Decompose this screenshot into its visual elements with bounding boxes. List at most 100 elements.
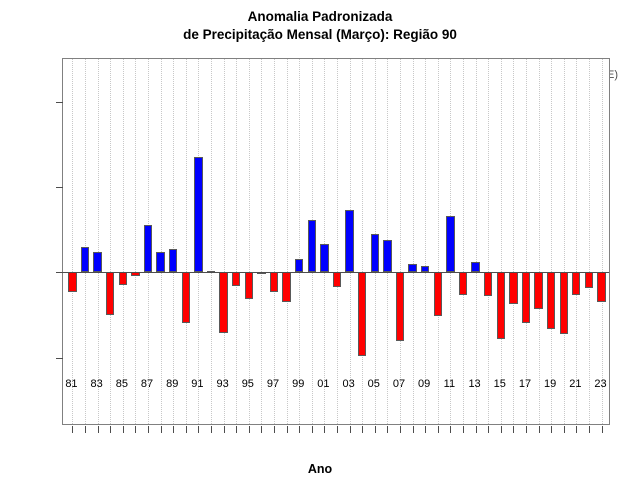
bar-10 — [433, 272, 442, 316]
bar-14 — [484, 272, 493, 296]
bar-15 — [496, 272, 505, 339]
bar-16 — [509, 272, 518, 305]
gridline-vertical — [475, 59, 477, 424]
x-axis-tick — [563, 426, 565, 433]
gridline-vertical — [425, 59, 427, 424]
chart-title-line2: de Precipitação Mensal (Março): Região 9… — [183, 27, 457, 42]
x-axis-tick — [97, 426, 99, 433]
gridline-vertical — [160, 59, 162, 424]
x-axis-tick — [588, 426, 590, 433]
x-axis-tick-label: 05 — [367, 378, 380, 390]
x-axis-tick — [374, 426, 376, 433]
x-axis-tick-label: 03 — [342, 378, 355, 390]
bar-23 — [597, 272, 606, 303]
x-axis-tick — [450, 426, 452, 433]
x-axis-tick — [475, 426, 477, 433]
x-axis-tick-label: 07 — [392, 378, 406, 390]
x-axis-tick — [538, 426, 540, 433]
gridline-vertical — [538, 59, 540, 424]
x-axis-tick-label: 81 — [65, 378, 78, 390]
bar-87 — [143, 224, 153, 273]
x-axis-tick — [462, 426, 464, 433]
gridline-vertical — [513, 59, 515, 424]
zero-baseline — [63, 272, 609, 274]
x-axis-tick-label: 97 — [266, 378, 280, 390]
x-axis-tick — [261, 426, 263, 433]
x-axis-tick — [72, 426, 74, 433]
x-axis-tick-label: 11 — [443, 378, 456, 390]
x-axis-tick-label: 91 — [191, 378, 204, 390]
bar-08 — [408, 263, 417, 273]
x-axis-tick — [110, 426, 112, 433]
x-axis-tick-label: 99 — [292, 378, 305, 390]
bar-94 — [232, 272, 241, 287]
bar-22 — [584, 272, 594, 288]
bar-00 — [307, 220, 316, 273]
x-axis-tick-label: 19 — [544, 378, 557, 390]
gridline-vertical — [362, 59, 364, 424]
gridline-vertical — [286, 59, 288, 424]
bar-18 — [534, 272, 543, 309]
bar-12 — [458, 272, 468, 295]
y-axis-tick — [56, 357, 63, 359]
bar-97 — [269, 272, 279, 292]
x-axis-tick — [324, 426, 326, 433]
gridline-vertical — [223, 59, 225, 424]
gridline-vertical — [437, 59, 439, 424]
bar-90 — [181, 272, 190, 323]
bar-85 — [118, 272, 127, 286]
gridline-vertical — [576, 59, 578, 424]
gridline-vertical — [274, 59, 275, 424]
x-axis-tick-label: 95 — [241, 378, 254, 390]
bar-81 — [68, 272, 77, 292]
x-axis-tick — [223, 426, 225, 433]
x-axis-tick — [337, 426, 338, 433]
x-axis-tick — [148, 426, 150, 433]
gridline-vertical — [299, 59, 301, 424]
bar-09 — [421, 266, 430, 273]
gridline-vertical — [185, 59, 187, 424]
gridline-vertical — [173, 59, 175, 424]
gridline-vertical — [500, 59, 502, 424]
x-axis-tick-label: 83 — [90, 378, 103, 390]
x-axis-tick — [274, 426, 275, 433]
x-axis-tick — [299, 426, 301, 433]
bar-02 — [332, 272, 342, 287]
bar-98 — [282, 272, 291, 303]
x-axis-tick — [185, 426, 187, 433]
x-axis-tick — [85, 426, 87, 433]
gridline-vertical — [236, 59, 238, 424]
bar-88 — [156, 251, 165, 273]
y-axis-tick — [56, 101, 63, 103]
gridline-vertical — [412, 59, 414, 424]
x-axis-tick — [122, 426, 124, 433]
x-axis-tick-label: 17 — [518, 378, 532, 390]
x-axis-tick — [211, 426, 213, 433]
gridline-vertical — [563, 59, 565, 424]
bar-89 — [169, 249, 178, 273]
x-axis-tick — [387, 426, 389, 433]
bar-11 — [446, 216, 455, 273]
x-axis-tick — [576, 426, 578, 433]
plot-area — [56, 58, 610, 433]
x-axis-tick — [248, 426, 250, 433]
x-axis-tick-label: 23 — [594, 378, 607, 390]
gridline-vertical — [261, 59, 263, 424]
bar-17 — [521, 272, 531, 323]
x-axis-tick — [286, 426, 288, 433]
bar-13 — [471, 261, 480, 273]
gridline-vertical — [488, 59, 490, 424]
x-axis-tick-label: 93 — [216, 378, 229, 390]
x-axis-tick-label: 89 — [166, 378, 179, 390]
gridline-vertical — [462, 59, 464, 424]
x-axis-tick-label: 13 — [468, 378, 481, 390]
bar-83 — [93, 251, 102, 273]
bar-93 — [219, 272, 228, 333]
x-axis-tick — [500, 426, 502, 433]
x-axis-tick — [135, 426, 137, 433]
chart-title-line1: Anomalia Padronizada — [247, 9, 393, 24]
bar-84 — [106, 272, 115, 316]
bar-05 — [370, 233, 379, 273]
gridline-vertical — [525, 59, 527, 424]
